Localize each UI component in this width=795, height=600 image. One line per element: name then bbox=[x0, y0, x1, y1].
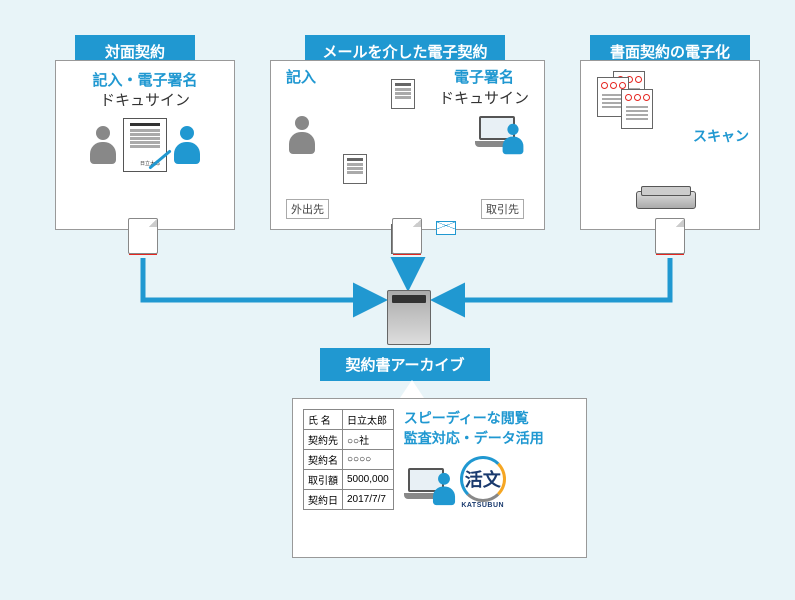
card2-partner-label: 取引先 bbox=[481, 199, 524, 219]
person-blue-icon bbox=[430, 473, 457, 505]
person-blue-icon bbox=[171, 126, 203, 164]
card2-ext-label: 外出先 bbox=[286, 199, 329, 219]
person-blue-icon bbox=[500, 124, 526, 154]
card2-right-line2: ドキュサイン bbox=[439, 87, 529, 108]
card1-line2: ドキュサイン bbox=[66, 91, 224, 111]
table-row: 氏 名日立太郎 bbox=[304, 410, 394, 430]
card2: 記入 電子署名 ドキュサイン 外出先 取引先 bbox=[270, 60, 545, 230]
card1: 記入・電子署名 ドキュサイン 日立太郎 bbox=[55, 60, 235, 230]
doc-icon bbox=[391, 79, 415, 109]
person-gray-icon bbox=[87, 126, 119, 164]
card2-right-line1: 電子署名 bbox=[439, 66, 529, 87]
katsubun-logo: 活文 KATSUBUN bbox=[460, 456, 506, 509]
card4-text2: 監査対応・データ活用 bbox=[404, 429, 576, 449]
contract-doc-icon: 日立太郎 bbox=[123, 118, 167, 172]
mail-icon bbox=[436, 221, 456, 235]
pdf-badge: PDF bbox=[128, 218, 158, 255]
pdf-badge: PDF bbox=[392, 218, 422, 255]
server-icon bbox=[387, 290, 431, 345]
pdf-badge: PDF bbox=[655, 218, 685, 255]
table-row: 契約日2017/7/7 bbox=[304, 490, 394, 510]
person-gray-icon bbox=[286, 116, 318, 154]
card4-text1: スピーディーな閲覧 bbox=[404, 409, 576, 429]
archive-label: 契約書アーカイブ bbox=[320, 348, 490, 381]
table-row: 取引額5000,000 bbox=[304, 470, 394, 490]
card3: スキャン bbox=[580, 60, 760, 230]
card4-table: 氏 名日立太郎契約先○○社契約名○○○○取引額5000,000契約日2017/7… bbox=[303, 409, 394, 510]
table-row: 契約名○○○○ bbox=[304, 450, 394, 470]
table-row: 契約先○○社 bbox=[304, 430, 394, 450]
scanner-icon bbox=[636, 191, 696, 209]
card4: 氏 名日立太郎契約先○○社契約名○○○○取引額5000,000契約日2017/7… bbox=[292, 398, 587, 558]
card1-line1: 記入・電子署名 bbox=[66, 71, 224, 91]
stamped-docs-icon bbox=[591, 71, 651, 129]
card4-pointer bbox=[400, 380, 424, 398]
doc-icon bbox=[343, 154, 367, 184]
card2-left-title: 記入 bbox=[286, 66, 316, 87]
card3-scan-label: スキャン bbox=[693, 126, 749, 146]
